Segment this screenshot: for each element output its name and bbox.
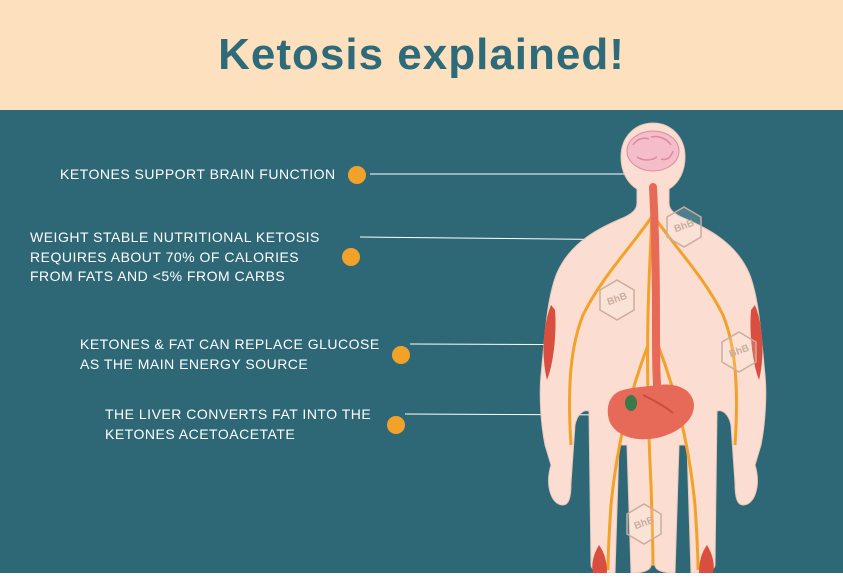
page-title: Ketosis explained! [218,30,625,80]
bhb-molecule-icon: BhB [720,330,758,374]
bhb-molecule-icon: BhB [598,278,636,322]
callout-text: WEIGHT STABLE NUTRITIONAL KETOSIS REQUIR… [30,228,330,287]
callout-dot-icon [342,248,360,266]
brain-icon [627,131,679,171]
bhb-molecule-icon: BhB [665,205,703,249]
callout-dot-icon [348,166,366,184]
callout-text: KETONES SUPPORT BRAIN FUNCTION [60,165,336,185]
callout-text: KETONES & FAT CAN REPLACE GLUCOSE AS THE… [80,335,380,374]
infographic-main: BhB BhB BhB BhB KETONES SUPPORT BRAIN FU… [0,110,843,573]
callout-1: WEIGHT STABLE NUTRITIONAL KETOSIS REQUIR… [30,228,360,287]
callout-0: KETONES SUPPORT BRAIN FUNCTION [60,165,370,185]
callout-dot-icon [387,416,405,434]
bhb-molecule-icon: BhB [625,502,663,546]
callout-dot-icon [392,346,410,364]
callout-text: THE LIVER CONVERTS FAT INTO THE KETONES … [105,405,375,444]
header-banner: Ketosis explained! [0,0,843,110]
callout-3: THE LIVER CONVERTS FAT INTO THE KETONES … [105,405,405,444]
esophagus [653,187,659,405]
callout-2: KETONES & FAT CAN REPLACE GLUCOSE AS THE… [80,335,410,374]
